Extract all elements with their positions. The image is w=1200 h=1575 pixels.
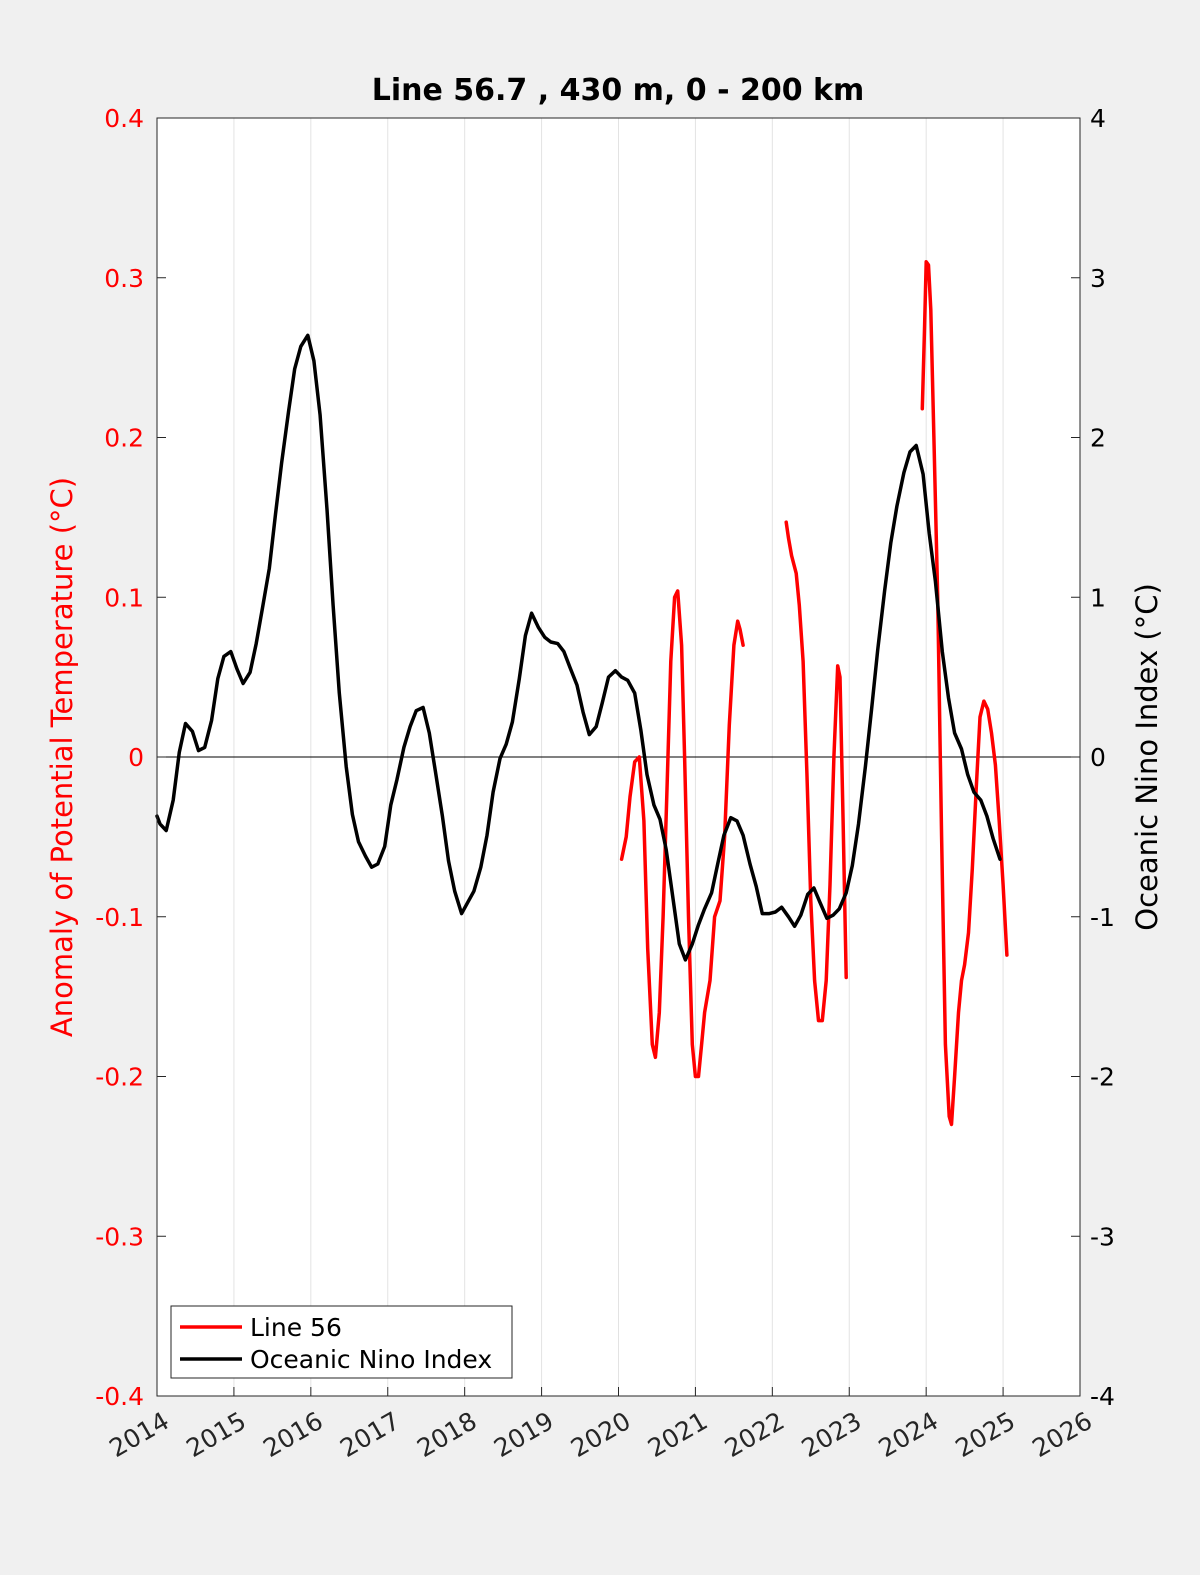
series-line-56-segment-0 [619, 589, 745, 1079]
y-left-tick-label-7: -0.3 [95, 1222, 144, 1251]
x-tick-label-6: 2020 [566, 1406, 636, 1463]
y-right-tick-label-8: -4 [1090, 1382, 1115, 1411]
y-right-tick-label-6: -2 [1090, 1063, 1115, 1092]
y-right-tick-label-0: 4 [1090, 104, 1106, 133]
x-tick-label-11: 2025 [950, 1406, 1020, 1463]
y-right-tick-label-2: 2 [1090, 424, 1106, 453]
x-tick-label-4: 2018 [412, 1406, 482, 1463]
series-oceanic-nino-index [155, 333, 1002, 962]
series-layer [155, 260, 1009, 1127]
legend-label-oni: Oceanic Nino Index [250, 1345, 492, 1374]
y-right-tick-label-4: 0 [1090, 743, 1106, 772]
y-axis-left: 0.4 0.3 0.2 0.1 0 -0.1 -0.2 -0.3 -0.4 [95, 104, 166, 1411]
chart-title: Line 56.7 , 430 m, 0 - 200 km [372, 73, 865, 108]
y-left-tick-label-4: 0 [128, 743, 144, 772]
legend: Line 56 Oceanic Nino Index [170, 1305, 513, 1379]
series-line-56-segment-1 [784, 520, 848, 1023]
y-left-tick-label-0: 0.4 [104, 104, 144, 133]
x-tick-label-12: 2026 [1027, 1406, 1097, 1463]
y-left-tick-label-6: -0.2 [95, 1063, 144, 1092]
series-line-56-segment-2 [920, 260, 1009, 1127]
x-tick-label-0: 2014 [104, 1406, 174, 1463]
legend-box [170, 1305, 513, 1379]
y-right-tick-label-1: 3 [1090, 264, 1106, 293]
x-tick-label-7: 2021 [643, 1406, 713, 1463]
x-tick-label-1: 2015 [181, 1406, 251, 1463]
x-tick-label-9: 2023 [797, 1406, 867, 1463]
x-tick-label-8: 2022 [720, 1406, 790, 1463]
y-axis-left-label: Anomaly of Potential Temperature (°C) [45, 477, 79, 1037]
y-left-tick-label-1: 0.3 [104, 264, 144, 293]
y-axis-right-label: Oceanic Nino Index (°C) [1130, 583, 1164, 931]
y-axis-right: 4 3 2 1 0 -1 -2 -3 -4 [1071, 104, 1115, 1411]
y-left-tick-label-3: 0.1 [104, 583, 144, 612]
legend-label-line-56: Line 56 [250, 1313, 342, 1342]
y-left-tick-label-2: 0.2 [104, 424, 144, 453]
y-right-tick-label-5: -1 [1090, 903, 1115, 932]
x-axis: 2014 2015 2016 2017 2018 2019 2020 2021 2022 2023… [104, 1387, 1097, 1463]
x-tick-label-5: 2019 [489, 1406, 559, 1463]
y-right-tick-label-3: 1 [1090, 583, 1106, 612]
x-tick-label-3: 2017 [335, 1406, 405, 1463]
x-tick-label-10: 2024 [874, 1406, 944, 1463]
x-tick-label-2: 2016 [258, 1406, 328, 1463]
y-left-tick-label-5: -0.1 [95, 903, 144, 932]
y-right-tick-label-7: -3 [1090, 1222, 1115, 1251]
y-left-tick-label-8: -0.4 [95, 1382, 144, 1411]
